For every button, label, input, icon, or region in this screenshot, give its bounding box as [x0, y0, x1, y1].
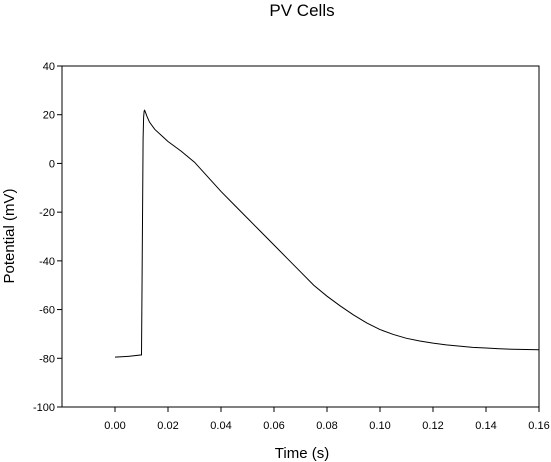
x-tick-label: 0.02 [157, 420, 178, 432]
y-tick-label: 40 [43, 61, 55, 73]
x-tick-label: 0.10 [369, 420, 390, 432]
x-tick-label: 0.06 [263, 420, 284, 432]
series-line [114, 109, 540, 358]
x-tick-label: 0.14 [475, 420, 496, 432]
x-tick-label: 0.04 [210, 420, 231, 432]
x-tick-label: 0.12 [422, 420, 443, 432]
y-tick-label: -20 [39, 207, 55, 219]
y-axis-label: Potential (mV) [1, 188, 18, 283]
x-tick-label: 0.08 [316, 420, 337, 432]
y-tick-label: -100 [33, 402, 55, 414]
y-tick-label: -40 [39, 256, 55, 268]
ticks: -100 -80 -60 -40 -20 0 20 40 0.00 0.02 0.04 0.06 0.0… [33, 61, 550, 432]
y-tick-label: -60 [39, 305, 55, 317]
chart-title: PV Cells [269, 1, 334, 20]
x-tick-label: 0.16 [528, 420, 549, 432]
y-tick-label: 0 [49, 158, 55, 170]
x-axis-label: Time (s) [275, 445, 329, 462]
y-tick-label: 20 [43, 110, 55, 122]
plot-area-frame [61, 65, 540, 408]
y-tick-label: -80 [39, 353, 55, 365]
x-tick-label: 0.00 [104, 420, 125, 432]
